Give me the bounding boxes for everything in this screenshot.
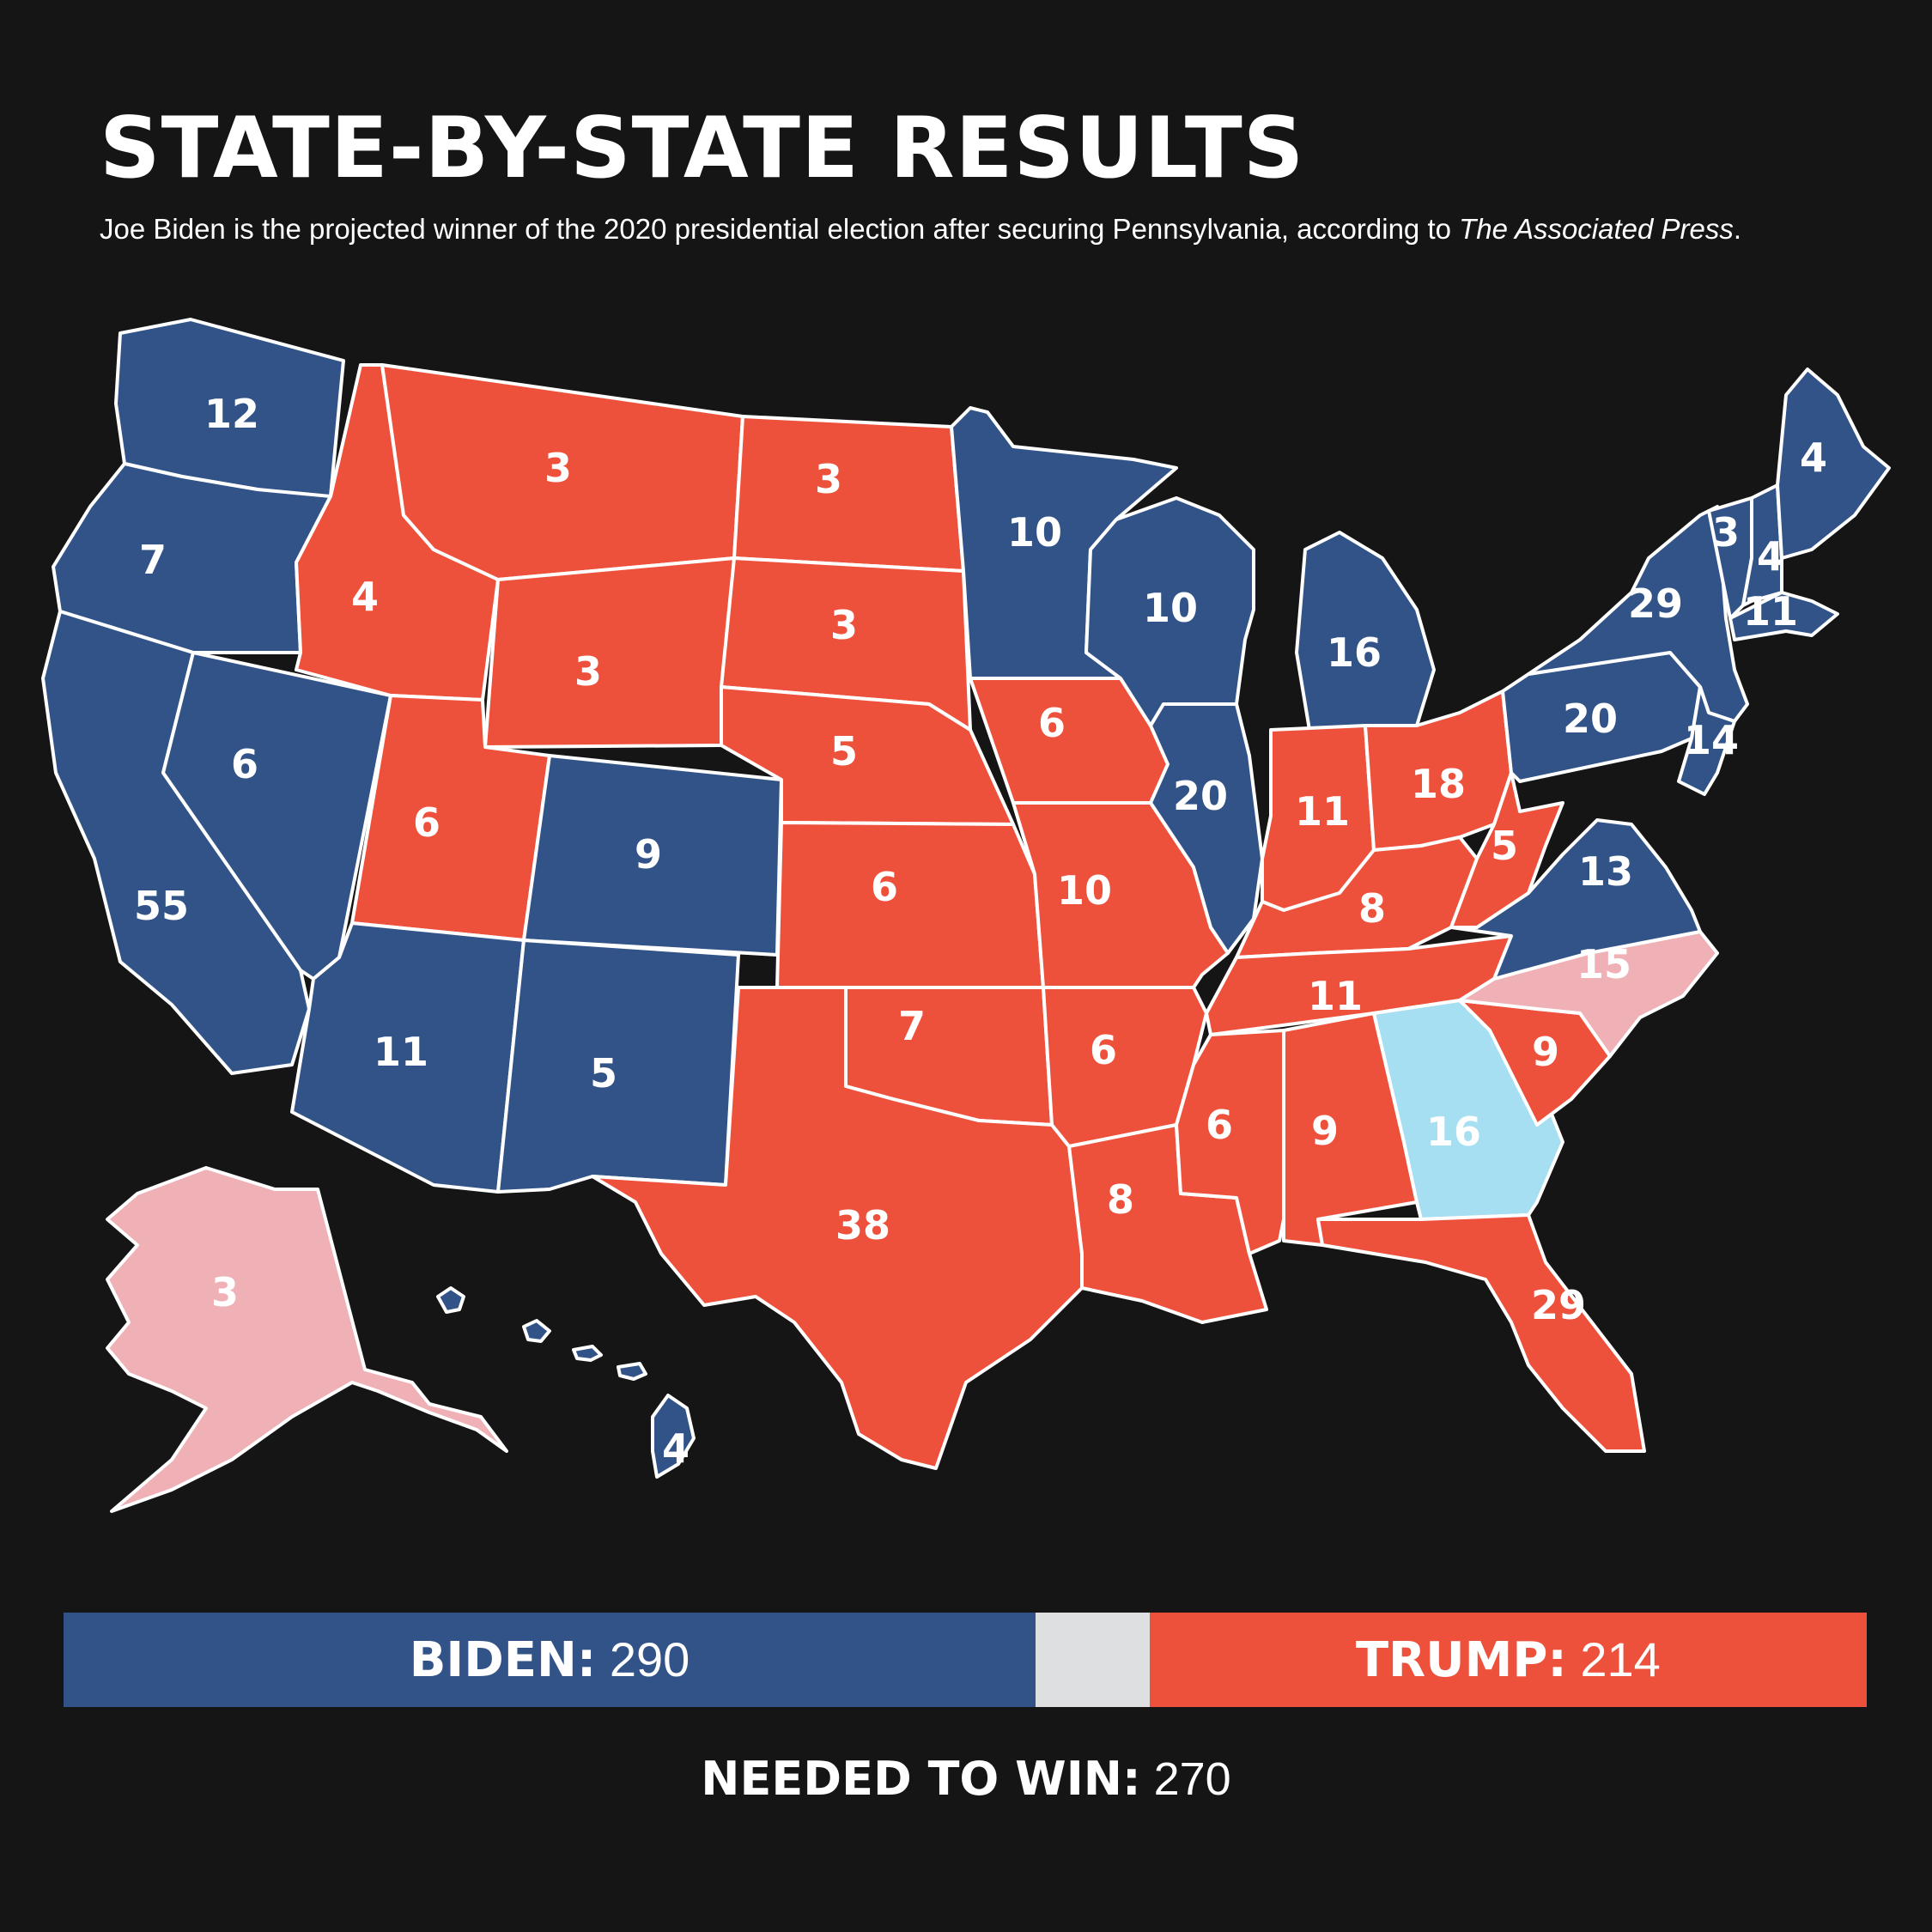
state-label-me: 4 — [1800, 434, 1827, 481]
state-nd — [732, 415, 965, 573]
state-label-fl: 29 — [1531, 1282, 1586, 1328]
state-label-ok: 7 — [898, 1003, 926, 1049]
state-label-ms: 6 — [1206, 1102, 1233, 1148]
state-label-hi: 4 — [662, 1425, 690, 1472]
electoral-tally-bar: BIDEN: 290 TRUMP: 214 — [64, 1613, 1867, 1707]
state-label-tn: 11 — [1308, 973, 1363, 1019]
state-label-al: 9 — [1311, 1108, 1339, 1154]
state-label-ar: 6 — [1090, 1027, 1117, 1073]
state-wy — [483, 556, 736, 749]
state-tx — [591, 986, 1084, 1470]
state-label-mt: 3 — [544, 445, 572, 491]
state-label-sd: 3 — [830, 602, 858, 648]
state-hi-island-4 — [617, 1362, 647, 1381]
state-fl — [1316, 1213, 1646, 1453]
state-label-ia: 6 — [1038, 700, 1066, 746]
state-label-vt: 3 — [1712, 509, 1740, 556]
undecided-segment — [1035, 1613, 1150, 1707]
state-label-wa: 12 — [204, 391, 259, 437]
state-label-nv: 6 — [231, 741, 258, 787]
state-ma — [1728, 591, 1839, 641]
page-title: STATE-BY-STATE RESULTS — [100, 100, 1305, 197]
state-label-oh: 18 — [1411, 761, 1466, 807]
state-label-or: 7 — [139, 537, 167, 583]
state-label-nj: 14 — [1684, 717, 1739, 763]
state-label-la: 8 — [1107, 1176, 1134, 1223]
state-hi-island-3 — [572, 1345, 603, 1362]
state-label-va: 13 — [1578, 848, 1633, 895]
state-label-mi: 16 — [1327, 629, 1382, 676]
trump-segment: TRUMP: 214 — [1149, 1613, 1867, 1707]
state-label-ny: 29 — [1628, 580, 1683, 627]
state-label-mn: 10 — [1007, 509, 1062, 556]
state-label-wi: 10 — [1143, 585, 1198, 631]
state-label-nd: 3 — [815, 456, 842, 502]
state-hi — [651, 1394, 696, 1479]
state-wi — [1084, 496, 1255, 727]
state-label-id: 4 — [351, 574, 379, 620]
state-label-ne: 5 — [830, 728, 858, 775]
state-nj — [1677, 685, 1736, 796]
state-label-tx: 38 — [835, 1202, 890, 1249]
state-label-ky: 8 — [1358, 885, 1386, 932]
state-nm — [496, 939, 740, 1194]
state-label-in: 11 — [1295, 788, 1350, 835]
state-label-ks: 6 — [871, 864, 898, 910]
state-mi — [1295, 531, 1436, 732]
state-label-wv: 5 — [1491, 823, 1518, 869]
subtitle: Joe Biden is the projected winner of the… — [100, 213, 1741, 246]
subtitle-source: The Associated Press — [1459, 213, 1734, 245]
state-ks — [775, 821, 1045, 989]
biden-segment: BIDEN: 290 — [64, 1613, 1036, 1707]
state-label-ga: 16 — [1426, 1109, 1481, 1155]
state-label-pa: 20 — [1563, 696, 1618, 742]
subtitle-end: . — [1733, 213, 1742, 245]
state-me — [1776, 368, 1891, 560]
state-wv — [1449, 771, 1564, 929]
state-label-nc: 15 — [1577, 941, 1631, 987]
state-label-sc: 9 — [1532, 1029, 1559, 1075]
state-label-il: 20 — [1173, 773, 1228, 819]
state-label-az: 11 — [374, 1029, 428, 1075]
state-label-mo: 10 — [1057, 867, 1112, 914]
state-hi-island-1 — [436, 1286, 465, 1314]
state-label-wy: 3 — [574, 648, 602, 695]
state-label-ak: 3 — [211, 1269, 239, 1315]
state-label-nm: 5 — [590, 1050, 617, 1097]
state-il — [1149, 702, 1264, 955]
state-label-ca: 55 — [134, 883, 189, 929]
trump-total: TRUMP: 214 — [1355, 1632, 1661, 1688]
state-label-co: 9 — [635, 831, 662, 878]
needed-to-win: NEEDED TO WIN: 270 — [701, 1752, 1231, 1806]
subtitle-text: Joe Biden is the projected winner of the… — [100, 213, 1460, 245]
state-label-ma: 11 — [1743, 588, 1798, 635]
state-label-nh: 4 — [1757, 533, 1784, 580]
biden-total: BIDEN: 290 — [409, 1632, 690, 1688]
state-hi-island-2 — [522, 1319, 551, 1343]
state-label-ut: 6 — [413, 799, 440, 846]
state-ak — [106, 1166, 508, 1513]
